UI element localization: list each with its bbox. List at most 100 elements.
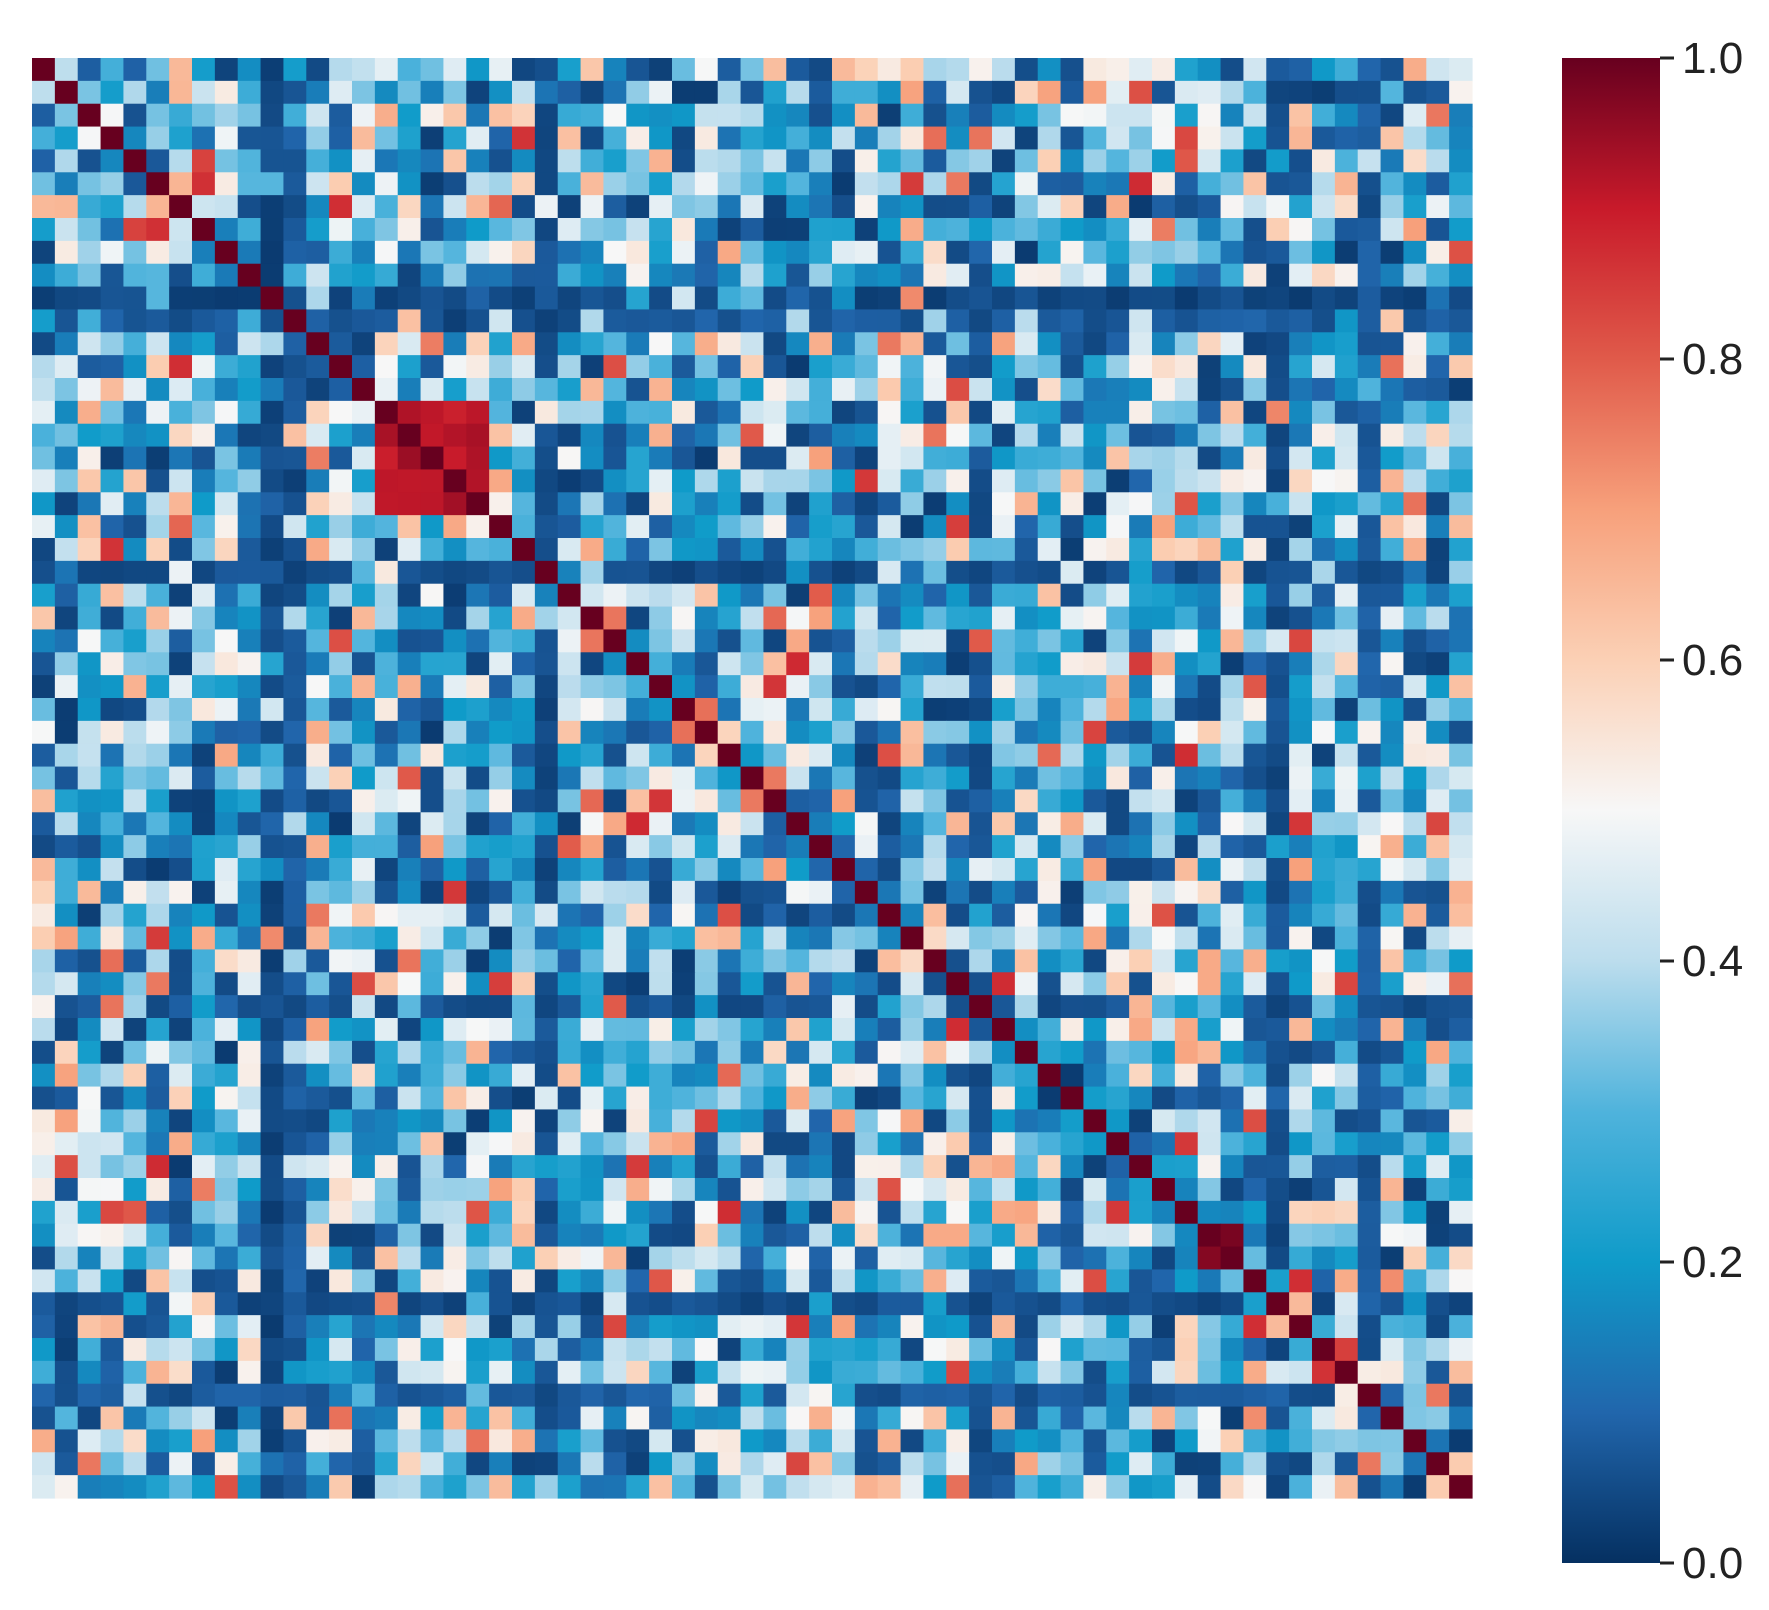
heatmap-cell xyxy=(1106,1178,1130,1202)
heatmap-cell xyxy=(1083,858,1107,882)
heatmap-cell xyxy=(1403,126,1427,151)
heatmap-cell xyxy=(854,1475,879,1499)
heatmap-cell xyxy=(237,309,262,333)
heatmap-cell xyxy=(260,1292,285,1316)
heatmap-cell xyxy=(877,1109,902,1133)
heatmap-cell xyxy=(192,675,216,699)
heatmap-cell xyxy=(1037,743,1062,768)
heatmap-cell xyxy=(672,1429,696,1453)
heatmap-cell xyxy=(352,1132,376,1156)
heatmap-cell xyxy=(1174,766,1199,791)
heatmap-cell xyxy=(1083,218,1107,242)
heatmap-cell xyxy=(214,1086,239,1111)
heatmap-cell xyxy=(54,743,79,768)
heatmap-cell xyxy=(534,1040,559,1065)
heatmap-cell xyxy=(1449,1063,1473,1088)
heatmap-cell xyxy=(1152,1360,1176,1385)
heatmap-cell xyxy=(237,400,262,425)
heatmap-cell xyxy=(1083,972,1107,996)
heatmap-cell xyxy=(534,789,559,813)
heatmap-cell xyxy=(557,1269,582,1293)
heatmap-cell xyxy=(306,1360,330,1385)
heatmap-cell xyxy=(832,355,856,379)
heatmap-cell xyxy=(1083,1292,1107,1316)
heatmap-cell xyxy=(512,1292,536,1316)
heatmap-cell xyxy=(1037,812,1062,836)
heatmap-cell xyxy=(854,149,879,173)
heatmap-cell xyxy=(740,1452,765,1476)
heatmap-cell xyxy=(694,926,719,951)
heatmap-cell xyxy=(443,446,467,471)
heatmap-cell xyxy=(397,1338,422,1362)
heatmap-cell xyxy=(123,606,147,631)
heatmap-cell xyxy=(1243,720,1267,745)
heatmap-cell xyxy=(649,286,673,311)
heatmap-cell xyxy=(900,766,925,791)
heatmap-cell xyxy=(877,1086,902,1111)
heatmap-cell xyxy=(146,492,170,516)
heatmap-cell xyxy=(489,103,513,128)
heatmap-cell xyxy=(1380,126,1405,151)
heatmap-cell xyxy=(374,58,399,82)
heatmap-cell xyxy=(283,949,307,973)
heatmap-cell xyxy=(306,1086,330,1111)
heatmap-cell xyxy=(786,332,810,356)
heatmap-cell xyxy=(946,926,970,951)
heatmap-cell xyxy=(992,103,1016,128)
heatmap-cell xyxy=(649,698,673,722)
heatmap-cell xyxy=(1083,263,1107,288)
heatmap-cell xyxy=(649,469,673,493)
heatmap-cell xyxy=(557,446,582,471)
heatmap-cell xyxy=(489,332,513,356)
heatmap-cell xyxy=(1037,835,1062,859)
heatmap-cell xyxy=(1197,926,1222,951)
heatmap-cell xyxy=(32,286,56,311)
heatmap-cell xyxy=(580,1018,605,1042)
heatmap-cell xyxy=(694,469,719,493)
heatmap-cell xyxy=(717,1155,742,1179)
heatmap-cell xyxy=(1243,515,1267,539)
heatmap-cell xyxy=(1243,926,1267,951)
heatmap-cell xyxy=(763,309,787,333)
heatmap-cell xyxy=(1426,355,1450,379)
heatmap-cell xyxy=(900,949,925,973)
heatmap-cell xyxy=(397,880,422,905)
heatmap-cell xyxy=(1266,1086,1290,1111)
heatmap-cell xyxy=(1129,126,1153,151)
heatmap-cell xyxy=(557,1429,582,1453)
heatmap-cell xyxy=(100,126,125,151)
heatmap-cell xyxy=(1197,195,1222,219)
heatmap-cell xyxy=(946,126,970,151)
heatmap-cell xyxy=(786,1200,810,1225)
heatmap-cell xyxy=(969,1086,993,1111)
heatmap-cell xyxy=(1403,1223,1427,1248)
heatmap-cell xyxy=(832,423,856,448)
heatmap-cell xyxy=(900,492,925,516)
heatmap-cell xyxy=(192,423,216,448)
heatmap-cell xyxy=(992,355,1016,379)
heatmap-cell xyxy=(1289,195,1313,219)
heatmap-cell xyxy=(283,743,307,768)
heatmap-cell xyxy=(1037,972,1062,996)
heatmap-cell xyxy=(694,766,719,791)
heatmap-cell xyxy=(77,1360,102,1385)
heatmap-cell xyxy=(1289,515,1313,539)
heatmap-cell xyxy=(786,378,810,402)
heatmap-cell xyxy=(237,149,262,173)
heatmap-cell xyxy=(649,949,673,973)
heatmap-cell xyxy=(1266,1063,1290,1088)
heatmap-cell xyxy=(192,286,216,311)
heatmap-cell xyxy=(626,1315,650,1339)
heatmap-cell xyxy=(786,1063,810,1088)
heatmap-cell xyxy=(1129,378,1153,402)
heatmap-cell xyxy=(260,58,285,82)
heatmap-cell xyxy=(832,995,856,1019)
heatmap-cell xyxy=(100,698,125,722)
heatmap-cell xyxy=(1289,858,1313,882)
heatmap-cell xyxy=(1426,103,1450,128)
heatmap-cell xyxy=(169,1338,193,1362)
heatmap-cell xyxy=(1357,1132,1382,1156)
heatmap-cell xyxy=(420,400,445,425)
heatmap-cell xyxy=(466,1018,490,1042)
heatmap-cell xyxy=(214,149,239,173)
